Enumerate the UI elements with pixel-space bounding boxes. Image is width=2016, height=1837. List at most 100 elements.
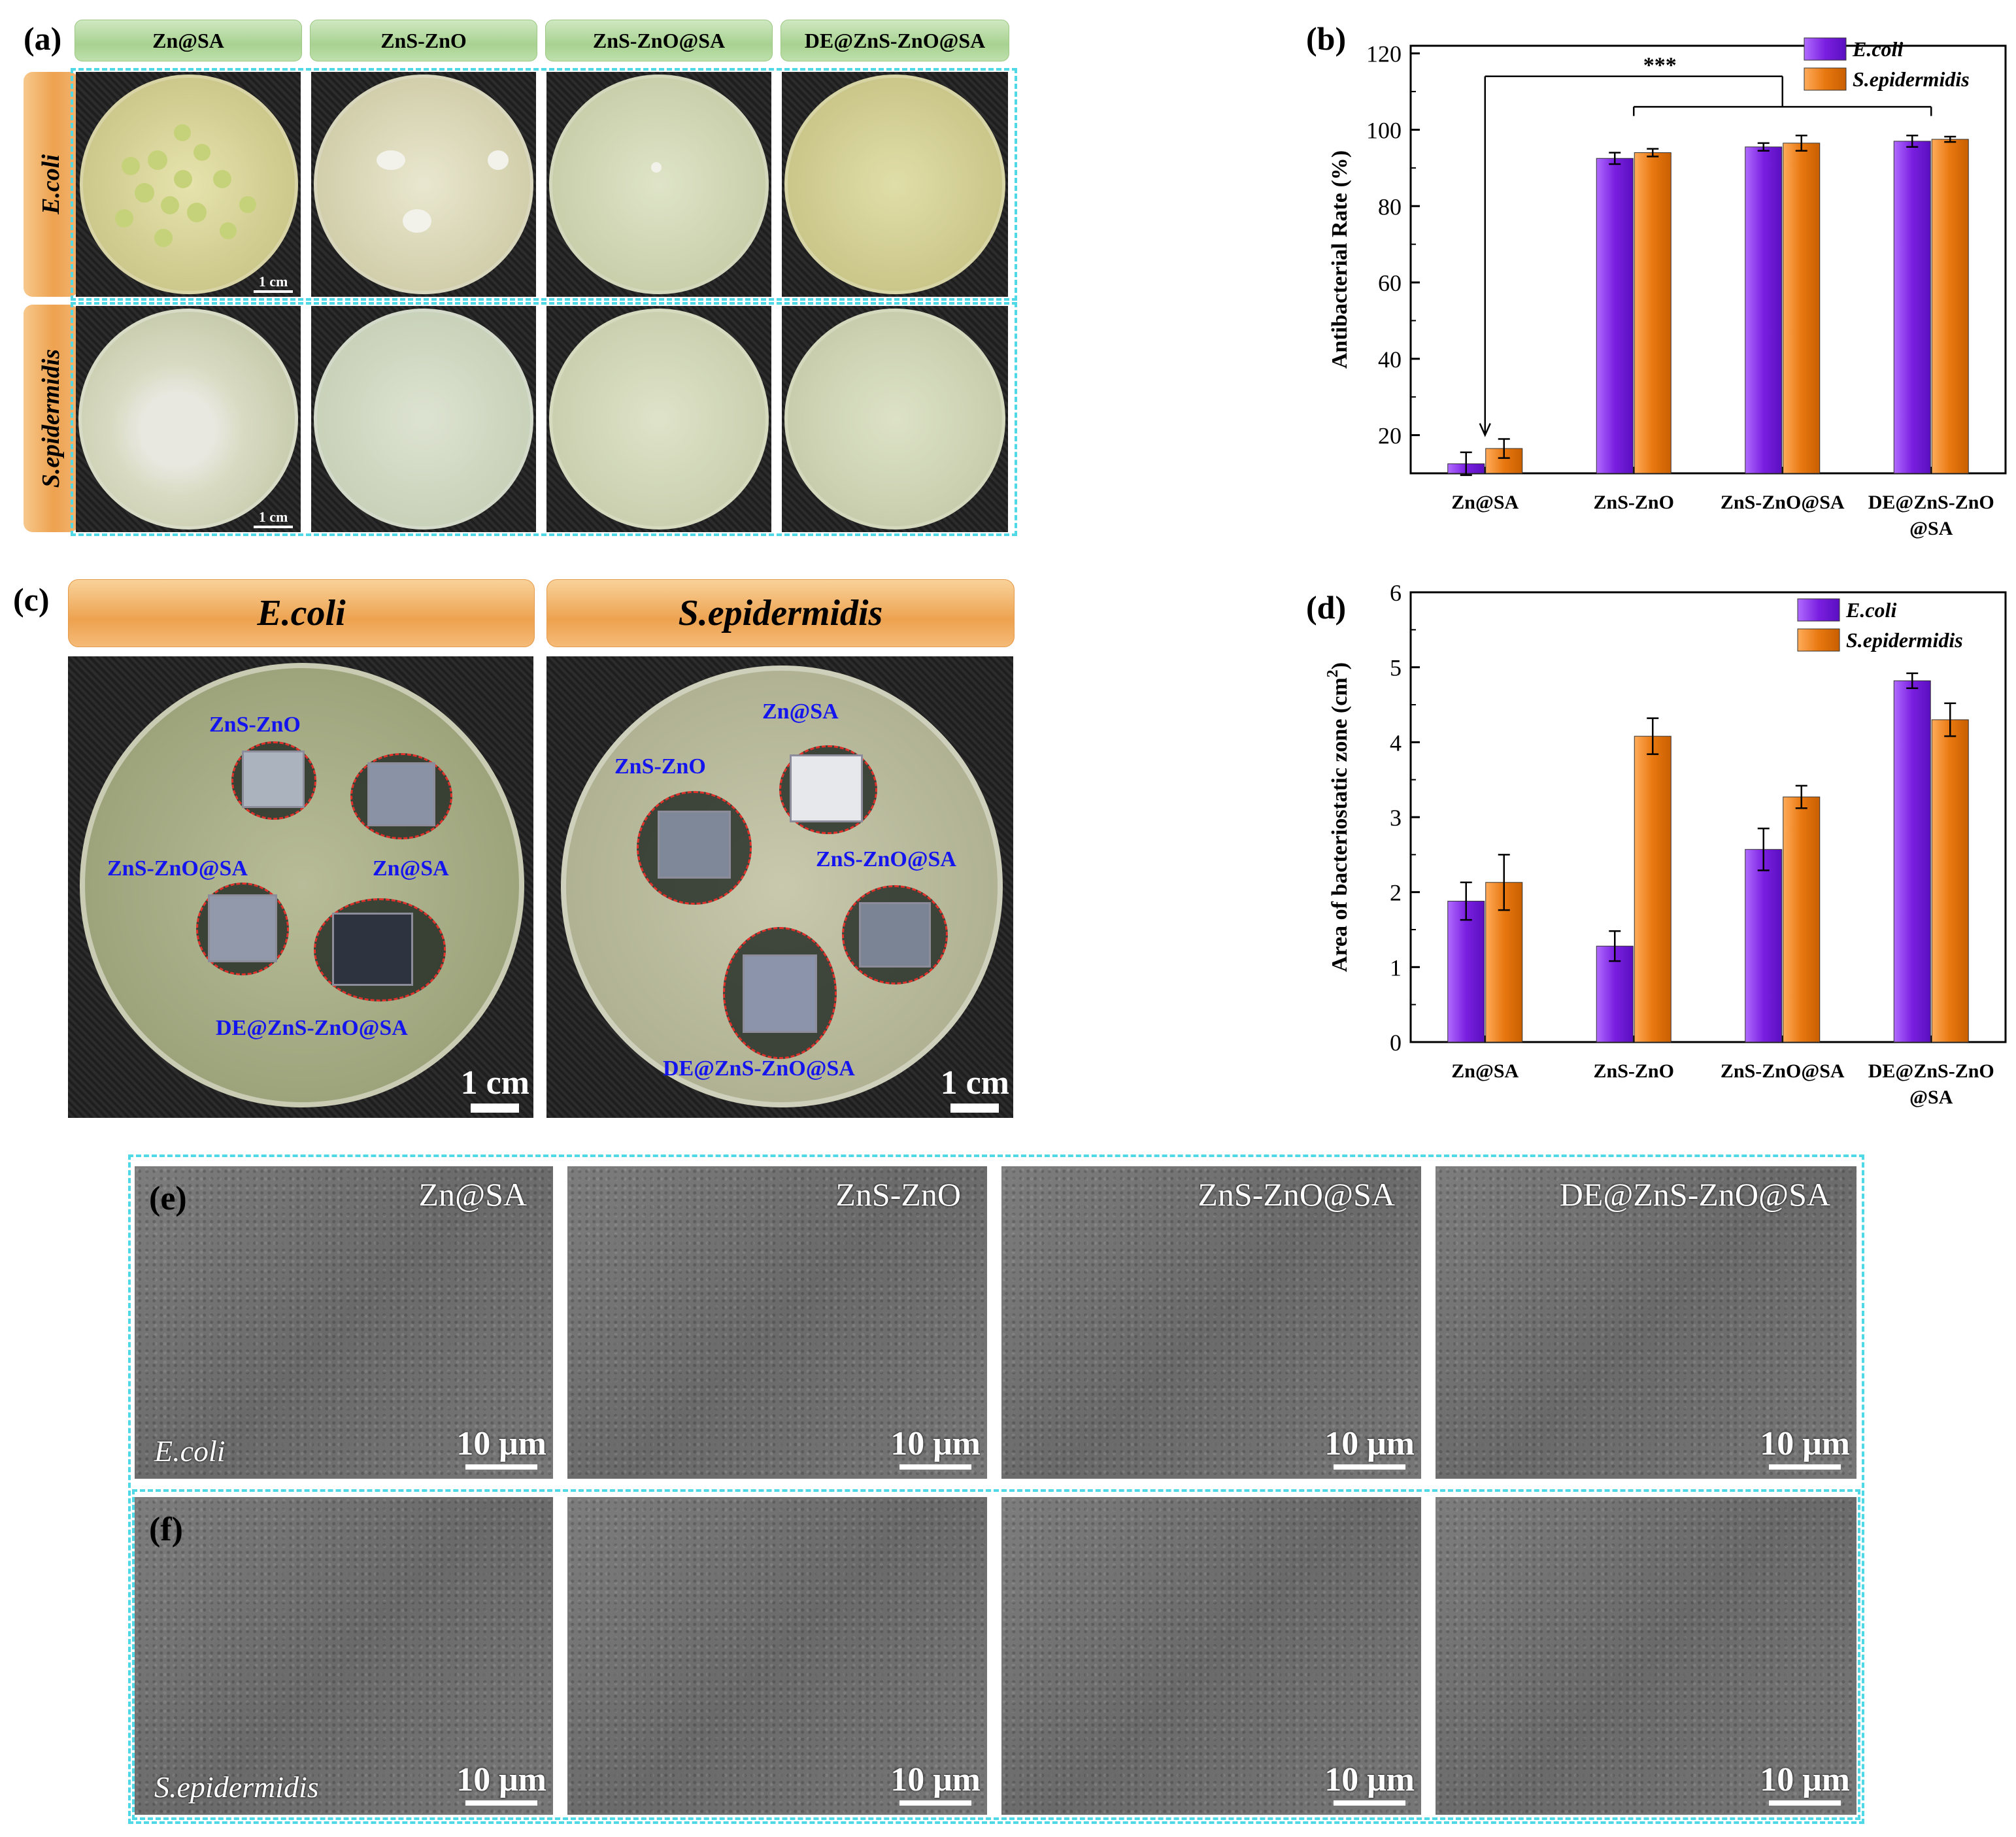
x-tick-label: @SA	[1909, 518, 1953, 539]
sample-square	[242, 750, 305, 808]
sample-square	[790, 754, 863, 822]
panel-ef-outer-frame	[128, 1154, 1864, 1824]
plate-ecoli-znszno	[311, 72, 536, 297]
plate-sepi-znszno	[311, 306, 536, 532]
legend-swatch	[1804, 37, 1847, 61]
plate-sepi-znsznosa	[546, 306, 771, 532]
x-tick-label: ZnS-ZnO	[1594, 492, 1674, 513]
y-tick-label: 120	[1366, 41, 1402, 67]
bar-ecoli	[1745, 146, 1783, 474]
y-tick-label: 60	[1378, 270, 1402, 296]
x-tick-label: ZnS-ZnO@SA	[1721, 492, 1845, 513]
panel-e-label: (e)	[149, 1180, 187, 1217]
label-c-right-znszno: ZnS-ZnO	[614, 754, 706, 779]
dish	[784, 75, 1005, 294]
sem-e-znsznosa: ZnS-ZnO@SA 10 μm	[1001, 1166, 1421, 1479]
panel-a-label: (a)	[24, 20, 62, 57]
sample-square	[332, 913, 413, 986]
plate-ecoli-de	[782, 72, 1008, 297]
chart-d: 0 1 2 3 4 5 6 Area of bacteriostatic zone (cm2)…	[1324, 580, 2007, 1108]
dish	[549, 75, 769, 294]
scale-bar-c1-label: 1 cm	[460, 1064, 529, 1102]
row-label-ecoli: E.coli	[24, 72, 78, 297]
sem-f-znsa: (f) S.epidermidis 10 μm	[135, 1497, 553, 1815]
colony	[488, 150, 509, 170]
panel-c-label: (c)	[13, 581, 50, 618]
x-tick-label: DE@ZnS-ZnO	[1868, 492, 1994, 513]
sem-title: Zn@SA	[418, 1176, 527, 1213]
colony	[377, 150, 405, 170]
panel-a-row2-frame	[71, 302, 1017, 536]
sample-square	[367, 762, 435, 826]
row-label-sepi: S.epidermidis	[24, 305, 78, 532]
bar-sepi	[1634, 152, 1672, 474]
legend-label: S.epidermidis	[1846, 628, 1963, 652]
panel-f-frame	[132, 1489, 1860, 1820]
sem-scale-bar: 10 μm	[1324, 1424, 1415, 1470]
plate-ecoli-znsa: 1 cm	[76, 72, 301, 297]
sem-f-znszno: 10 μm	[567, 1497, 987, 1815]
sem-scale-label: 10 μm	[890, 1761, 981, 1798]
col-header-2: ZnS-ZnO	[310, 20, 537, 61]
sem-scale-label: 10 μm	[890, 1425, 981, 1462]
label-c-left-znszno: ZnS-ZnO	[209, 713, 301, 737]
row-label-sepi-text: S.epidermidis	[37, 348, 65, 488]
panel-b-label: (b)	[1306, 20, 1347, 57]
y-tick-label: 80	[1378, 194, 1402, 220]
scale-bar-c1: 1 cm	[461, 1064, 529, 1113]
sem-f-de: 10 μm	[1436, 1497, 1856, 1815]
label-c-right-de: DE@ZnS-ZnO@SA	[663, 1056, 855, 1081]
bar-sepi	[1634, 735, 1672, 1043]
sem-scale-label: 10 μm	[456, 1761, 546, 1798]
sample-square	[859, 902, 931, 968]
bar-ecoli	[1893, 141, 1931, 474]
y-tick-label: 5	[1390, 655, 1402, 681]
plot-frame	[1409, 44, 2007, 475]
plate-sepi-znsa: 1 cm	[76, 306, 301, 532]
dish	[314, 75, 533, 294]
sem-scale-label: 10 μm	[456, 1425, 546, 1462]
plate-c-ecoli: ZnS-ZnO Zn@SA ZnS-ZnO@SA DE@ZnS-ZnO@SA 1…	[68, 656, 533, 1118]
sem-scale-bar: 10 μm	[890, 1761, 981, 1806]
sem-scale-bar: 10 μm	[456, 1424, 546, 1470]
label-c-left-znsa: Zn@SA	[373, 856, 449, 881]
legend-swatch	[1797, 598, 1840, 622]
label-c-left-de: DE@ZnS-ZnO@SA	[216, 1016, 408, 1040]
dish	[80, 663, 524, 1107]
sem-scale-label: 10 μm	[1324, 1425, 1415, 1462]
y-tick-label: 100	[1366, 117, 1402, 143]
sem-e-de: DE@ZnS-ZnO@SA 10 μm	[1436, 1166, 1856, 1479]
x-tick-label: ZnS-ZnO	[1594, 1060, 1674, 1082]
bar-ecoli	[1893, 680, 1931, 1043]
y-tick-label: 40	[1378, 346, 1402, 373]
panel-c-header-ecoli: E.coli	[68, 579, 535, 647]
scale-bar-c2: 1 cm	[941, 1064, 1009, 1113]
scale-bar-a2: 1 cm	[254, 509, 293, 528]
y-axis-label: Area of bacteriostatic zone (cm2)	[1324, 662, 1352, 972]
sem-e-znsa: (e) Zn@SA E.coli 10 μm	[135, 1166, 553, 1479]
bar-sepi	[1783, 143, 1821, 474]
chart-b: 20 40 60 80 100 120 Antibacterial Rate (%) Zn@S…	[1328, 37, 2007, 539]
bar-ecoli	[1745, 849, 1783, 1043]
y-axis-label: Antibacterial Rate (%)	[1328, 150, 1352, 369]
bar-ecoli	[1596, 158, 1634, 474]
scale-bar-a1: 1 cm	[254, 273, 293, 293]
scale-bar-c2-label: 1 cm	[940, 1064, 1009, 1102]
sem-f-znsznosa: 10 μm	[1001, 1497, 1421, 1815]
scale-bar-a2-label: 1 cm	[258, 509, 288, 525]
dish	[78, 309, 298, 530]
row-label-ecoli-text: E.coli	[37, 154, 65, 214]
plate-sepi-de	[782, 306, 1008, 532]
panel-d-label: (d)	[1306, 589, 1347, 626]
col-header-4: DE@ZnS-ZnO@SA	[781, 20, 1009, 61]
colony	[651, 162, 662, 173]
sample-square	[208, 894, 277, 962]
legend-swatch	[1804, 67, 1847, 91]
y-tick-label: 20	[1378, 423, 1402, 449]
sem-scale-bar: 10 μm	[1760, 1424, 1850, 1470]
dish	[314, 309, 533, 530]
x-tick-label: ZnS-ZnO@SA	[1721, 1060, 1845, 1082]
dish	[784, 309, 1005, 530]
label-c-right-znsznosa: ZnS-ZnO@SA	[816, 847, 956, 871]
significance-arrow	[1479, 423, 1491, 437]
